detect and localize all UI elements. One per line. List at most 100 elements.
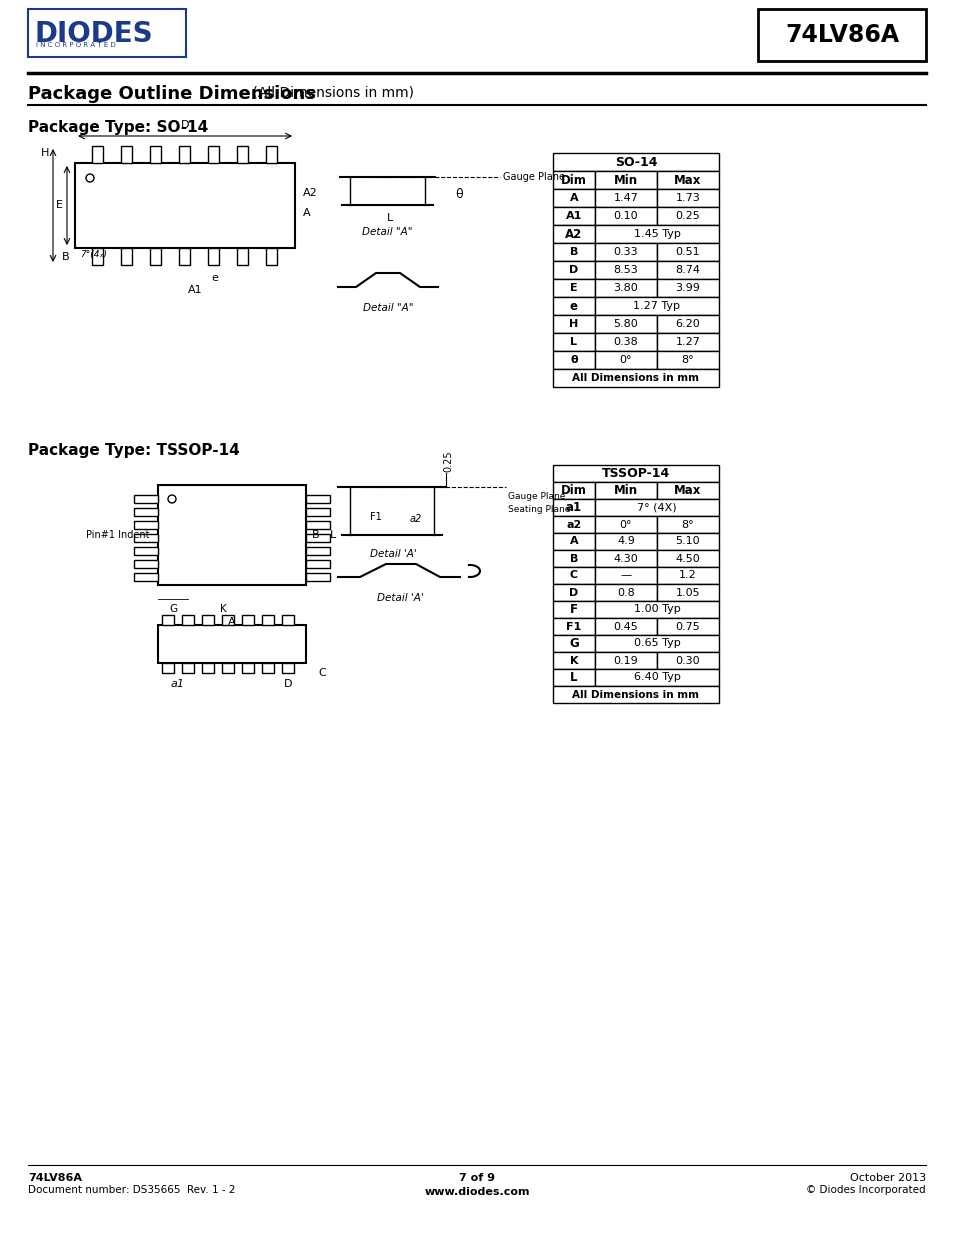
Text: 0.30: 0.30 [675, 656, 700, 666]
Bar [133, 547, 158, 555]
Bar [553, 601, 595, 618]
Text: 74LV86A: 74LV86A [28, 1173, 82, 1183]
Text: L: L [570, 671, 578, 684]
Text: 0.75: 0.75 [675, 621, 700, 631]
Bar [657, 261, 719, 279]
Text: 0°: 0° [619, 520, 632, 530]
Text: H: H [41, 147, 49, 158]
Bar [75, 163, 294, 248]
Bar [242, 663, 253, 673]
Text: All Dimensions in mm: All Dimensions in mm [572, 373, 699, 383]
Bar [553, 261, 595, 279]
Bar [657, 482, 719, 499]
Bar [657, 652, 719, 669]
Text: A1: A1 [188, 285, 202, 295]
Bar [657, 567, 719, 584]
Bar [553, 466, 719, 482]
Text: DIODES: DIODES [35, 20, 153, 48]
Circle shape [168, 495, 175, 503]
Text: 8°: 8° [681, 520, 694, 530]
Bar [595, 601, 719, 618]
Bar [182, 663, 193, 673]
Bar [595, 243, 657, 261]
Text: 1.27: 1.27 [675, 337, 700, 347]
Bar [657, 618, 719, 635]
Text: A: A [228, 618, 235, 627]
Bar [133, 495, 158, 503]
Bar [595, 333, 657, 351]
Text: L: L [570, 337, 577, 347]
Text: 1.2: 1.2 [679, 571, 696, 580]
Bar [182, 615, 193, 625]
Bar [266, 146, 276, 163]
Text: Max: Max [674, 173, 701, 186]
Bar [553, 279, 595, 296]
Text: (All Dimensions in mm): (All Dimensions in mm) [248, 85, 414, 99]
Text: 1.27 Typ: 1.27 Typ [633, 301, 679, 311]
Bar [657, 243, 719, 261]
Text: 5.10: 5.10 [675, 536, 700, 547]
Bar [657, 207, 719, 225]
Bar [553, 516, 595, 534]
Bar [758, 9, 925, 61]
Bar [162, 615, 173, 625]
Text: 8°: 8° [681, 354, 694, 366]
Bar [553, 635, 595, 652]
Bar [202, 615, 213, 625]
Text: D: D [569, 588, 578, 598]
Bar [553, 243, 595, 261]
Text: 0.25: 0.25 [442, 451, 453, 472]
Text: K: K [219, 604, 226, 614]
Bar [262, 663, 274, 673]
Text: Document number: DS35665  Rev. 1 - 2: Document number: DS35665 Rev. 1 - 2 [28, 1186, 235, 1195]
Text: Detail "A": Detail "A" [361, 227, 412, 237]
Bar [133, 573, 158, 580]
Bar [553, 369, 719, 387]
Text: 1.05: 1.05 [675, 588, 700, 598]
Bar [553, 499, 595, 516]
Bar [595, 499, 719, 516]
Text: G: G [569, 637, 578, 650]
Bar [282, 615, 294, 625]
Bar [162, 663, 173, 673]
Text: Dim: Dim [560, 484, 586, 496]
Text: 4.9: 4.9 [617, 536, 635, 547]
Text: 5.80: 5.80 [613, 319, 638, 329]
Text: A1: A1 [565, 211, 581, 221]
Text: 0.10: 0.10 [613, 211, 638, 221]
Bar [28, 9, 186, 57]
Text: Min: Min [614, 484, 638, 496]
Text: 6.40 Typ: 6.40 Typ [633, 673, 679, 683]
Bar [208, 248, 219, 266]
Bar [553, 669, 595, 685]
Text: TSSOP-14: TSSOP-14 [601, 467, 669, 480]
Bar [306, 559, 330, 568]
Bar [282, 663, 294, 673]
Text: C: C [317, 668, 325, 678]
Bar [553, 351, 595, 369]
Bar [121, 248, 132, 266]
Bar [595, 351, 657, 369]
Text: e: e [212, 273, 218, 283]
Bar [595, 482, 657, 499]
Bar [306, 573, 330, 580]
Bar [595, 207, 657, 225]
Bar [306, 547, 330, 555]
Text: Min: Min [614, 173, 638, 186]
Bar [595, 315, 657, 333]
Bar [553, 482, 595, 499]
Text: 1.00 Typ: 1.00 Typ [633, 604, 679, 615]
Bar [595, 225, 719, 243]
Bar [595, 170, 657, 189]
Text: Package Type: TSSOP-14: Package Type: TSSOP-14 [28, 443, 239, 458]
Text: G: G [169, 604, 177, 614]
Bar [553, 296, 595, 315]
Text: 6.20: 6.20 [675, 319, 700, 329]
Text: 0.25: 0.25 [675, 211, 700, 221]
Bar [553, 685, 719, 703]
Bar [266, 248, 276, 266]
Bar [553, 225, 595, 243]
Text: 0.38: 0.38 [613, 337, 638, 347]
Bar [657, 170, 719, 189]
Bar [133, 521, 158, 529]
